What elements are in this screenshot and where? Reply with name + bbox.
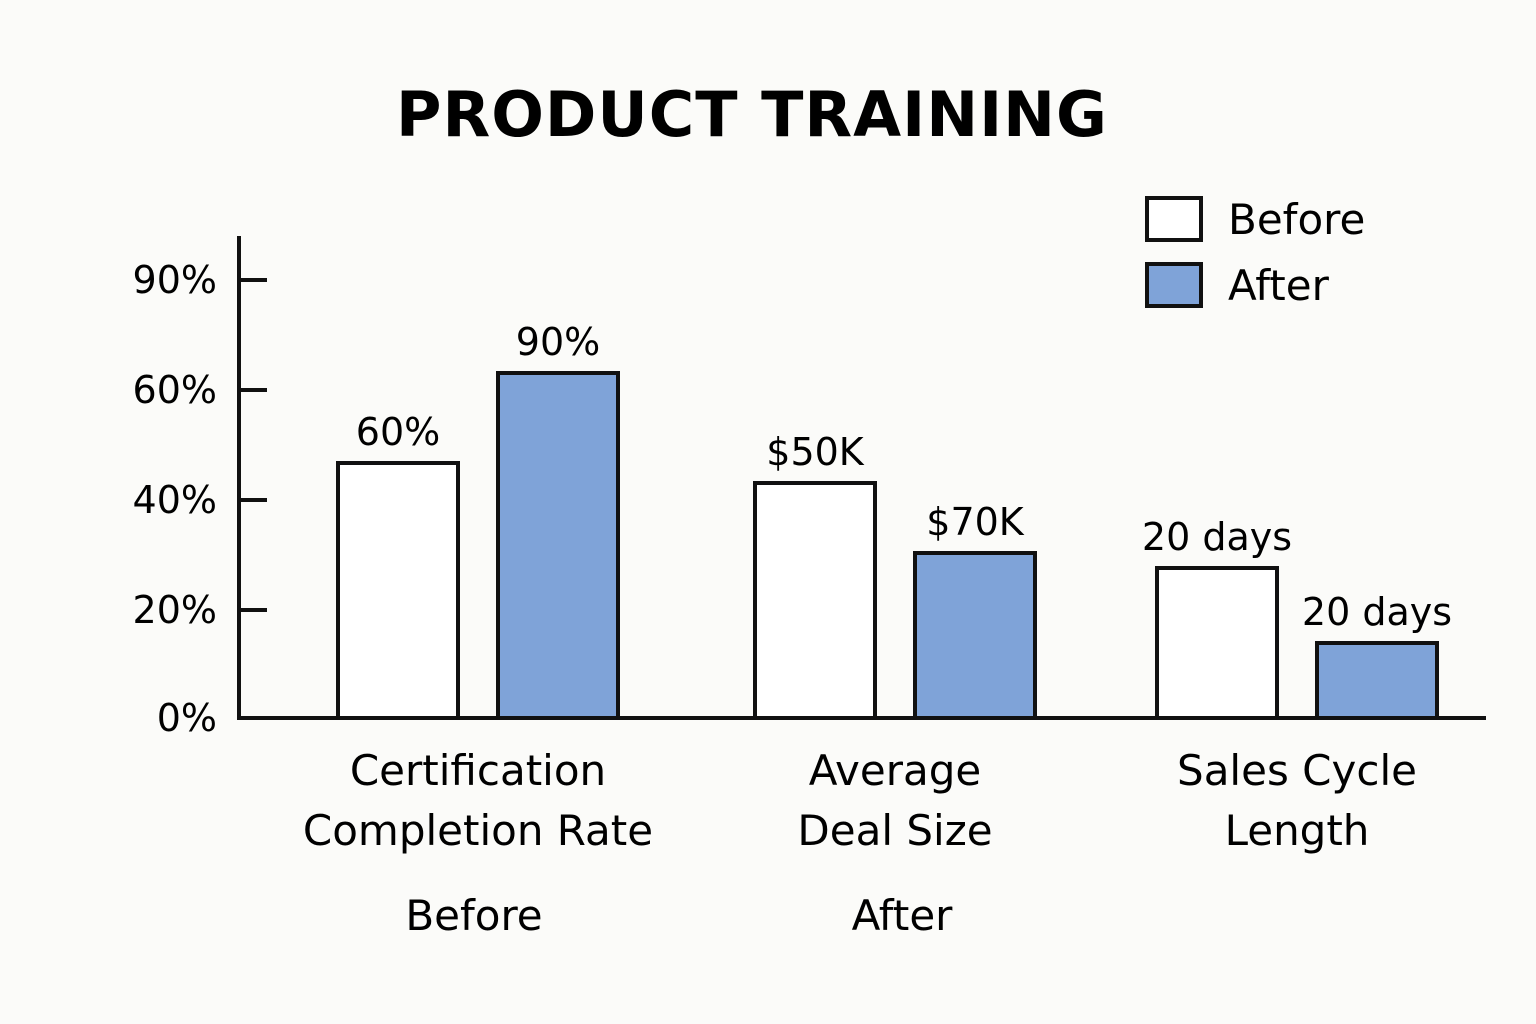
category-label: Deal Size [797, 806, 992, 855]
data-label-after-1: 90% [516, 320, 600, 364]
chart-title: PRODUCT TRAINING [396, 78, 1108, 151]
y-tick-label: 20% [133, 588, 217, 632]
category-label: Completion Rate [303, 806, 653, 855]
legend: Before After [1145, 195, 1365, 310]
data-label-before-2: $50K [766, 430, 865, 474]
category-label: Length [1225, 806, 1370, 855]
data-label-before-3: 20 days [1142, 515, 1292, 559]
data-label-before-1: 60% [356, 410, 440, 454]
data-label-after-2: $70K [926, 500, 1025, 544]
legend-label-before: Before [1228, 195, 1365, 244]
bar-before-3 [1155, 566, 1279, 720]
category-label: Average [809, 746, 981, 795]
y-tick-label: 60% [133, 368, 217, 412]
y-tick-label: 90% [133, 258, 217, 302]
y-tick-label: 40% [133, 478, 217, 522]
bottom-label-before: Before [405, 891, 542, 940]
legend-swatch-after [1145, 262, 1203, 308]
category-label: Certification [350, 746, 606, 795]
bar-before-2 [753, 481, 877, 720]
bar-after-2 [913, 551, 1037, 720]
legend-label-after: After [1228, 261, 1330, 310]
y-tick-label: 0% [157, 696, 217, 740]
bottom-label-after: After [852, 891, 954, 940]
category-label: Sales Cycle [1177, 746, 1417, 795]
bar-after-3 [1315, 641, 1439, 720]
data-label-after-3: 20 days [1302, 590, 1452, 634]
legend-swatch-before [1145, 196, 1203, 242]
bar-before-1 [336, 461, 460, 720]
bar-after-1 [496, 371, 620, 720]
